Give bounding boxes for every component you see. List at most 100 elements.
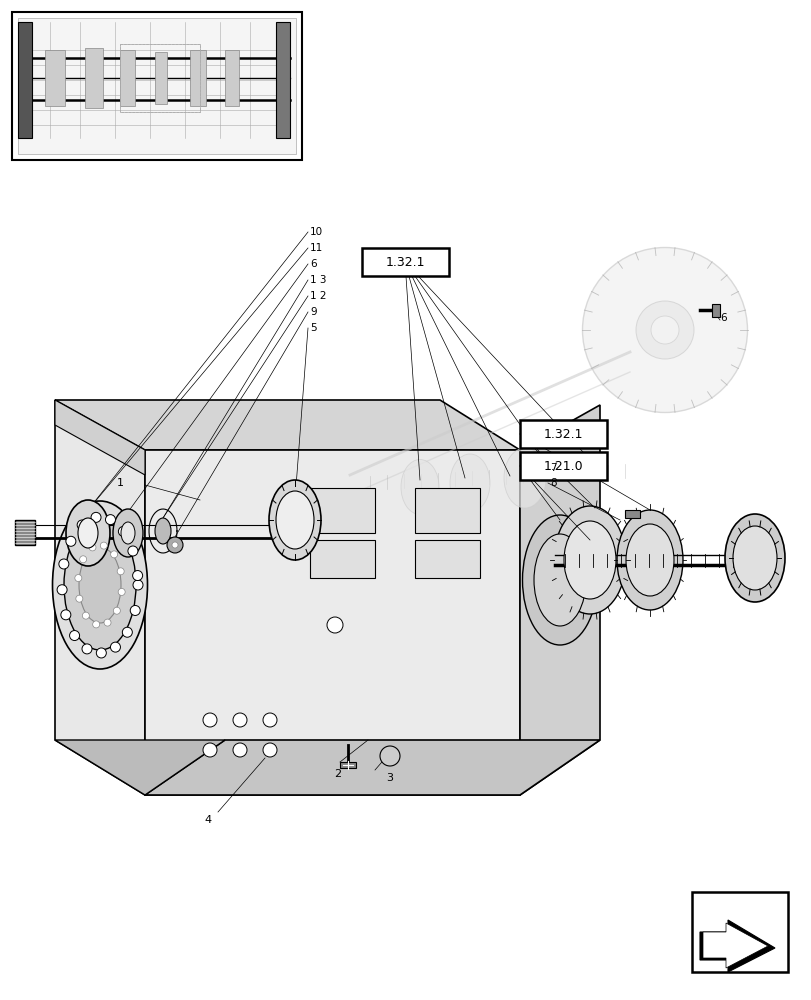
Circle shape: [77, 520, 87, 530]
Polygon shape: [519, 405, 599, 795]
Text: 11: 11: [310, 243, 323, 253]
Text: 4: 4: [204, 815, 212, 825]
Bar: [120, 44, 200, 112]
Ellipse shape: [553, 506, 625, 614]
Circle shape: [133, 580, 143, 590]
Circle shape: [110, 642, 120, 652]
Ellipse shape: [564, 521, 616, 599]
Circle shape: [104, 619, 111, 626]
Ellipse shape: [625, 524, 673, 596]
Text: 2: 2: [334, 769, 341, 779]
Bar: [18, 22, 32, 138]
Bar: [414, 488, 479, 533]
Circle shape: [82, 644, 92, 654]
Circle shape: [82, 612, 89, 619]
Text: 5: 5: [310, 323, 316, 333]
Polygon shape: [55, 400, 145, 475]
Polygon shape: [145, 450, 519, 795]
Ellipse shape: [401, 460, 439, 514]
Text: 3: 3: [386, 773, 393, 783]
Bar: [45, 50, 65, 106]
Circle shape: [89, 544, 96, 551]
Bar: [310, 540, 375, 578]
Circle shape: [61, 610, 71, 620]
Text: 6: 6: [719, 313, 726, 323]
Bar: [519, 452, 607, 480]
Ellipse shape: [64, 520, 135, 650]
Circle shape: [58, 559, 69, 569]
Circle shape: [114, 607, 120, 614]
Circle shape: [105, 515, 115, 525]
Ellipse shape: [66, 500, 109, 566]
Polygon shape: [55, 400, 519, 450]
Circle shape: [101, 542, 107, 549]
Circle shape: [132, 571, 143, 581]
Circle shape: [97, 648, 106, 658]
Text: 10: 10: [310, 227, 323, 237]
Polygon shape: [340, 762, 355, 768]
Bar: [85, 48, 103, 108]
Ellipse shape: [121, 522, 135, 544]
Circle shape: [203, 743, 217, 757]
Circle shape: [75, 575, 82, 582]
Circle shape: [75, 595, 83, 602]
Polygon shape: [55, 740, 225, 795]
Ellipse shape: [635, 301, 693, 359]
Text: 1: 1: [116, 478, 123, 488]
Polygon shape: [711, 304, 719, 317]
Circle shape: [57, 585, 67, 595]
Circle shape: [110, 551, 118, 558]
Polygon shape: [624, 510, 639, 518]
Polygon shape: [699, 920, 774, 972]
Text: 8: 8: [549, 478, 556, 488]
Ellipse shape: [113, 509, 143, 557]
Text: 9: 9: [310, 307, 316, 317]
Circle shape: [91, 512, 101, 522]
Bar: [190, 50, 206, 106]
Bar: [362, 248, 448, 276]
Circle shape: [117, 568, 124, 575]
Bar: [519, 420, 607, 448]
Circle shape: [167, 537, 182, 553]
Bar: [18, 18, 296, 154]
Ellipse shape: [449, 454, 489, 512]
Bar: [120, 50, 135, 106]
Ellipse shape: [534, 534, 586, 626]
Circle shape: [172, 542, 178, 548]
Polygon shape: [145, 740, 599, 795]
Text: 1.32.1: 1.32.1: [385, 255, 425, 268]
Ellipse shape: [521, 515, 597, 645]
Text: 7: 7: [549, 463, 556, 473]
Circle shape: [263, 743, 277, 757]
Ellipse shape: [155, 518, 171, 544]
Ellipse shape: [268, 480, 320, 560]
Polygon shape: [702, 923, 767, 968]
Ellipse shape: [504, 448, 545, 508]
Text: 6: 6: [310, 259, 316, 269]
Circle shape: [233, 743, 247, 757]
Bar: [155, 52, 167, 104]
Circle shape: [92, 621, 100, 628]
Ellipse shape: [79, 547, 121, 623]
Text: 1 3: 1 3: [310, 275, 326, 285]
Ellipse shape: [53, 501, 148, 669]
Polygon shape: [55, 400, 145, 795]
Text: 1.32.1: 1.32.1: [543, 428, 582, 440]
Ellipse shape: [650, 316, 678, 344]
Ellipse shape: [732, 526, 776, 590]
Circle shape: [79, 556, 87, 563]
Circle shape: [70, 631, 79, 641]
Circle shape: [263, 713, 277, 727]
Circle shape: [118, 588, 125, 595]
Circle shape: [380, 746, 400, 766]
Ellipse shape: [581, 247, 747, 412]
Bar: [120, 44, 200, 112]
Text: 1 2: 1 2: [310, 291, 326, 301]
Circle shape: [327, 617, 342, 633]
Ellipse shape: [616, 510, 682, 610]
Circle shape: [128, 546, 138, 556]
Circle shape: [233, 713, 247, 727]
Bar: [310, 488, 375, 533]
Circle shape: [122, 627, 132, 637]
Ellipse shape: [276, 491, 314, 549]
